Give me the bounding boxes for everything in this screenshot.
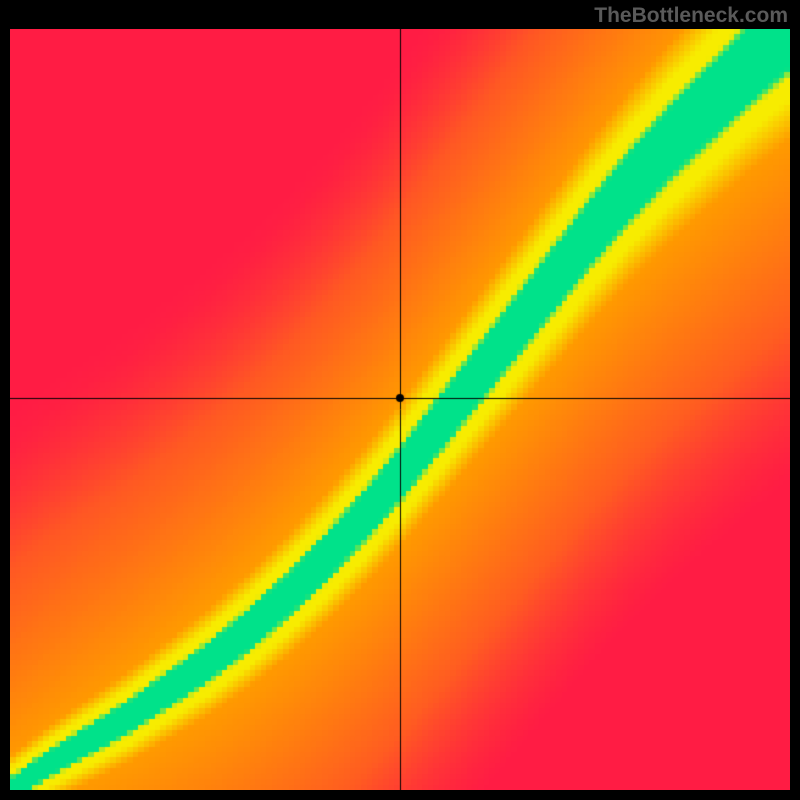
plot-area (10, 29, 790, 790)
crosshair-overlay (10, 29, 790, 790)
watermark-text: TheBottleneck.com (594, 4, 788, 28)
chart-container: TheBottleneck.com (0, 0, 800, 800)
